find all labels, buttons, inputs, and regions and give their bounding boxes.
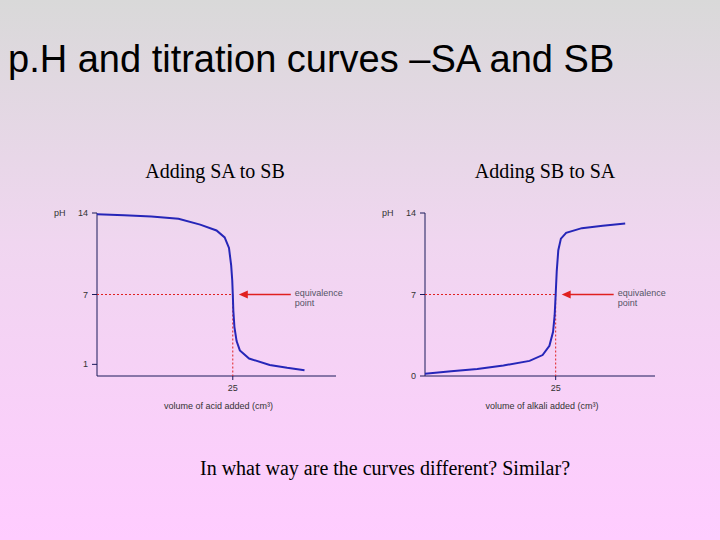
arrow-head — [562, 291, 571, 299]
plot-area — [425, 223, 625, 373]
x-axis-label: volume of acid added (cm³) — [164, 401, 273, 411]
guide-line — [425, 294, 556, 295]
y-tick — [420, 213, 425, 214]
chart: Adding SB to SA 0 7 14 pH 25 volume of alkali … — [382, 160, 666, 411]
y-tick-label: 7 — [411, 290, 416, 300]
titration-curve — [97, 214, 305, 370]
y-tick — [420, 294, 425, 295]
x-tick-label: 25 — [228, 383, 238, 393]
x-tick — [555, 376, 556, 380]
slide: p.H and titration curves –SA and SB In wh… — [0, 0, 720, 540]
y-tick-label: 14 — [406, 208, 416, 218]
slide-title: p.H and titration curves –SA and SB — [8, 38, 614, 80]
arrow — [245, 294, 291, 296]
y-tick-label: 0 — [411, 371, 416, 381]
x-tick-label: 25 — [551, 383, 561, 393]
question: In what way are the curves different? Si… — [200, 457, 570, 480]
titration-curve — [425, 223, 625, 373]
y-tick-label: 7 — [83, 290, 88, 300]
arrow-head — [239, 291, 248, 299]
plot-area — [97, 214, 305, 370]
y-axis-label: pH — [54, 208, 66, 218]
y-tick-label: 14 — [78, 208, 88, 218]
annotation: equivalencepoint — [618, 288, 666, 308]
y-tick-label: 1 — [83, 359, 88, 369]
chart-title: Adding SB to SA — [475, 160, 616, 183]
guide-line — [97, 294, 233, 295]
y-tick — [420, 376, 425, 377]
y-axis-label: pH — [382, 208, 394, 218]
annotation: equivalencepoint — [295, 288, 343, 308]
x-tick — [232, 376, 233, 380]
y-tick — [92, 294, 97, 295]
arrow — [568, 294, 614, 296]
x-axis — [425, 376, 655, 377]
y-tick — [92, 213, 97, 214]
y-tick — [92, 364, 97, 365]
x-axis — [97, 376, 336, 377]
chart-title: Adding SA to SB — [145, 160, 284, 183]
x-axis-label: volume of alkali added (cm³) — [485, 401, 598, 411]
chart: Adding SA to SB 1 7 14 pH 25 volume of acid ad… — [54, 160, 343, 411]
